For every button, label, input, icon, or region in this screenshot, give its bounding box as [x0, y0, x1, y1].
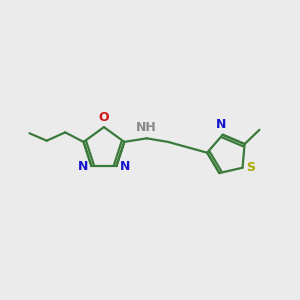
Text: N: N	[77, 160, 88, 173]
Text: N: N	[120, 160, 130, 173]
Text: S: S	[246, 161, 255, 174]
Text: N: N	[216, 118, 227, 131]
Text: NH: NH	[136, 121, 157, 134]
Text: O: O	[99, 111, 109, 124]
